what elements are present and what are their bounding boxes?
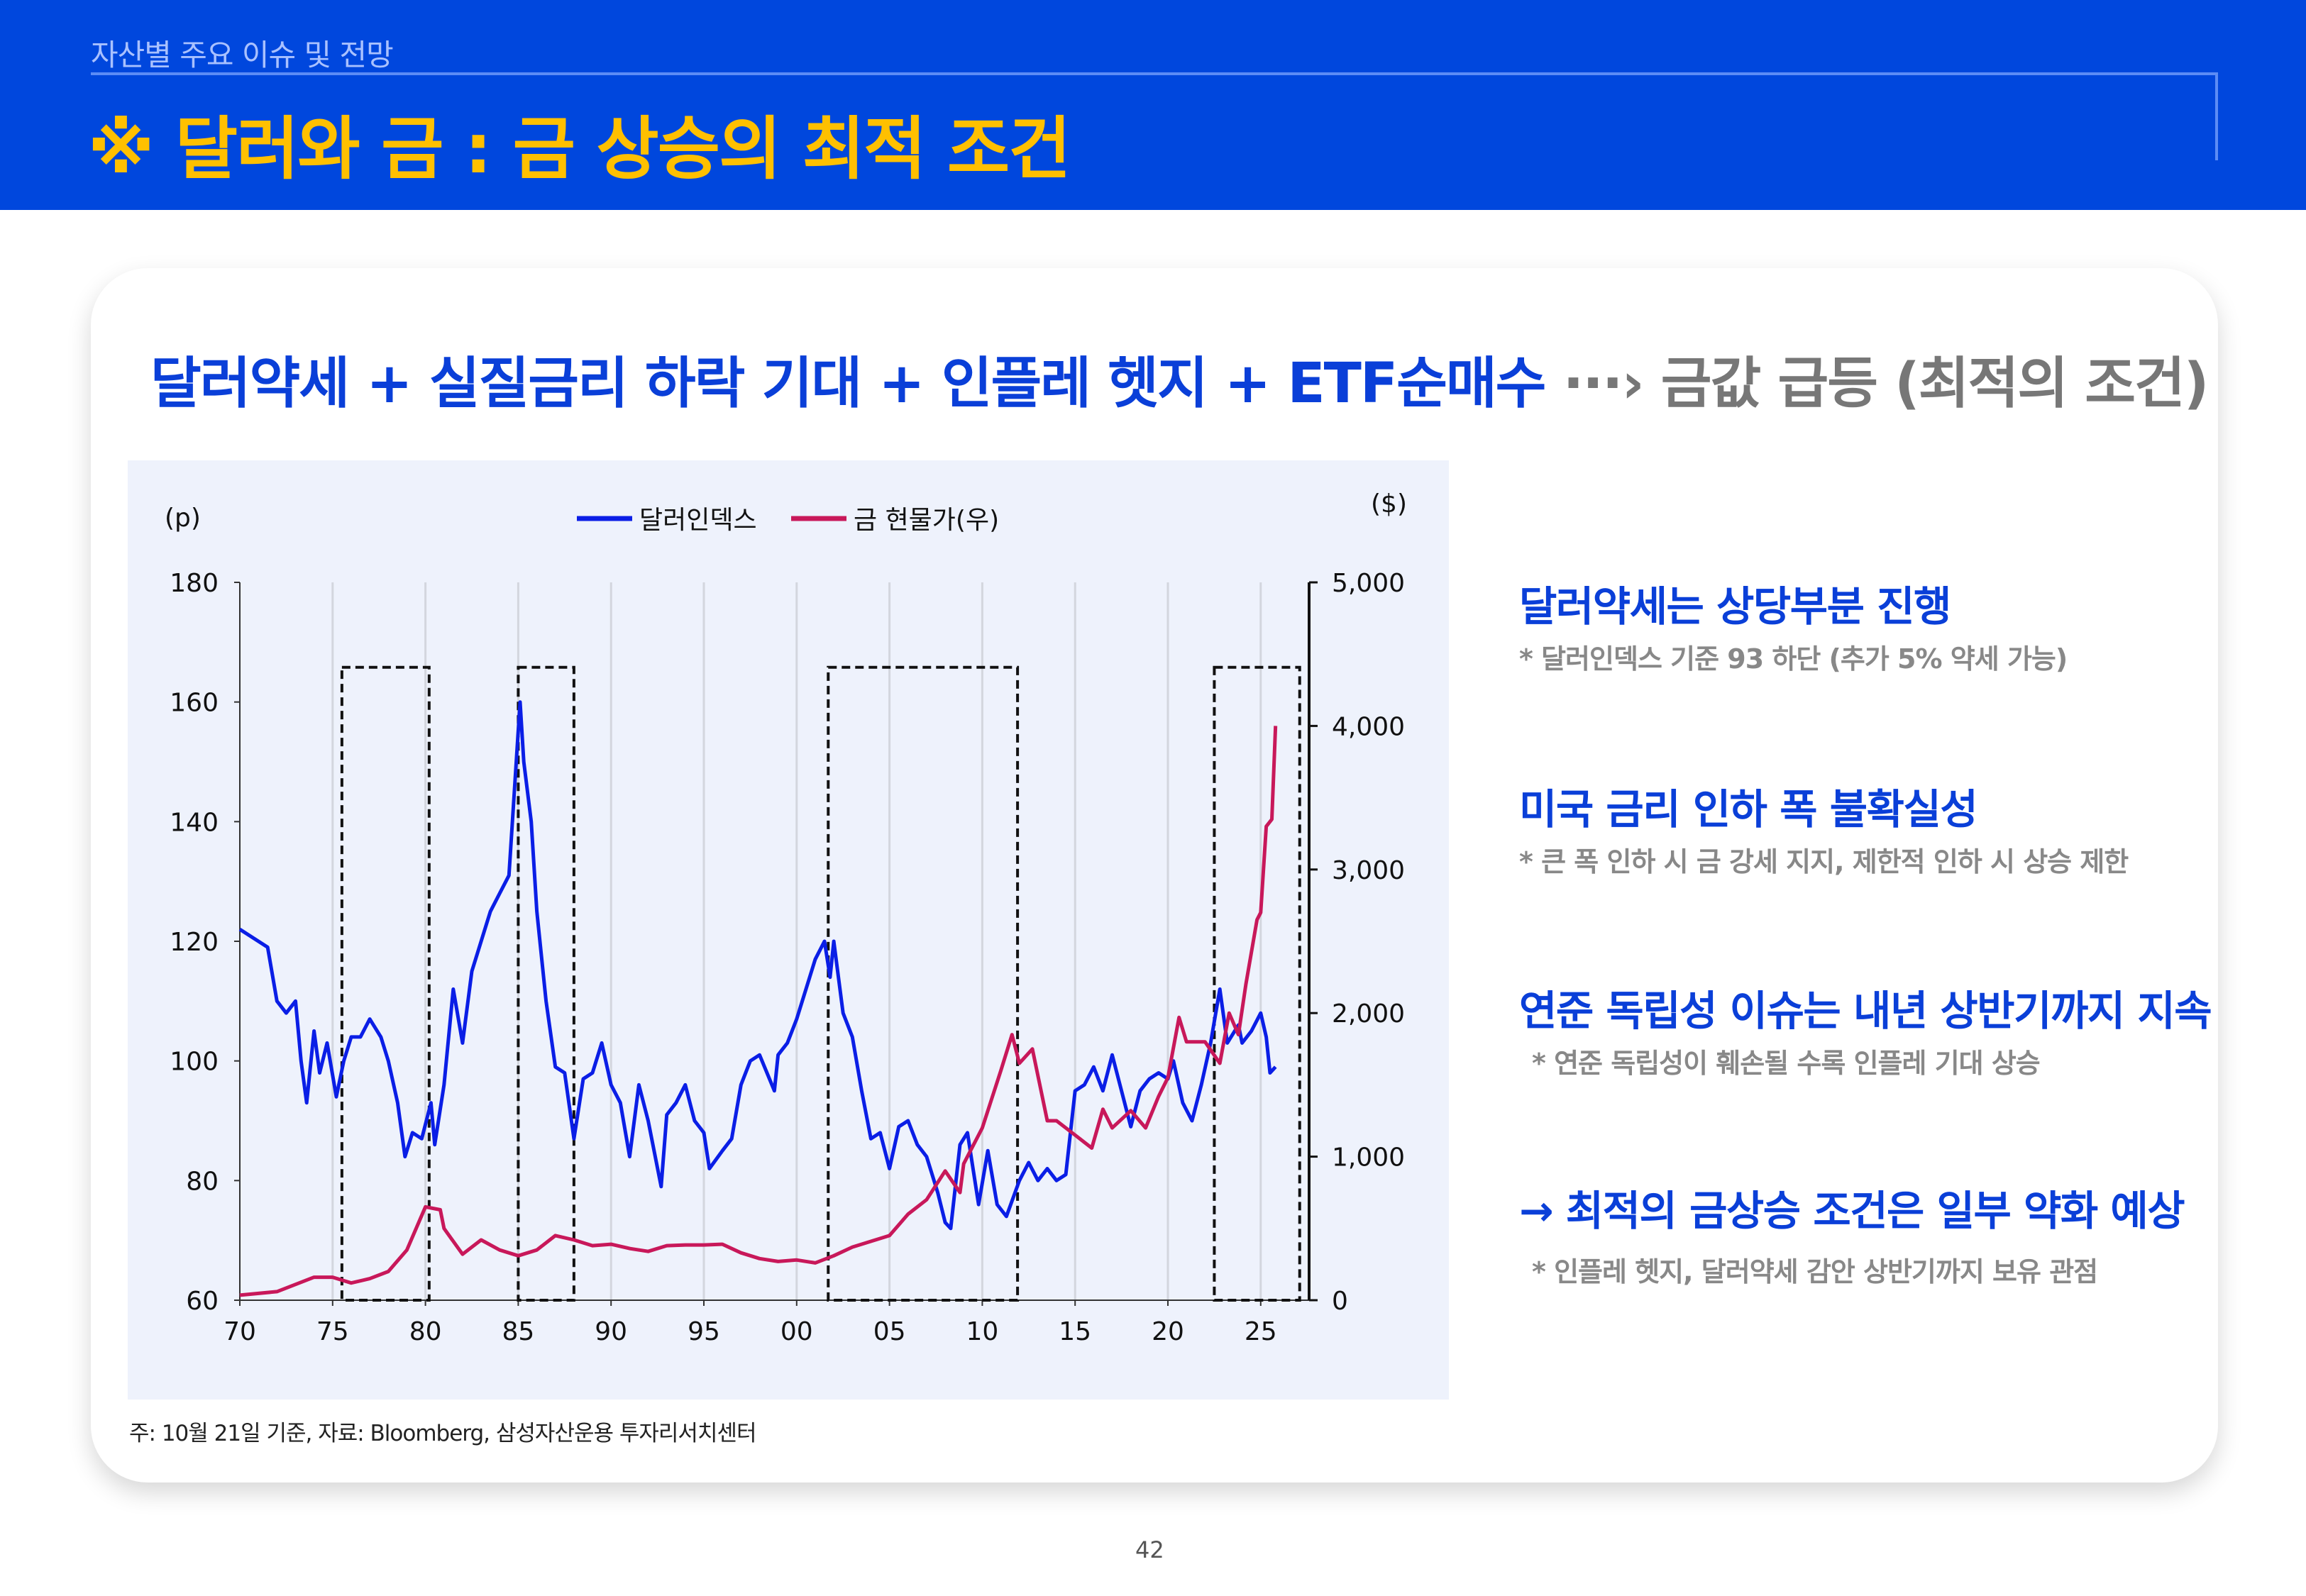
left-unit-label: (p) [165, 504, 201, 533]
point-2: 미국 금리 인하 폭 불확실성 * 큰 폭 인하 시 금 강세 지지, 제한적 … [1519, 776, 2129, 879]
left-tick-label: 100 [170, 1048, 219, 1077]
point-sub: * 달러인덱스 기준 93 하단 (추가 5% 약세 가능) [1519, 643, 2068, 675]
point-sub: * 인플레 헷지, 달러약세 감안 상반기까지 보유 관점 [1532, 1256, 2098, 1287]
x-tick-label: 05 [873, 1317, 906, 1346]
legend-label: 달러인덱스 [639, 506, 757, 535]
header-divider-vertical [2215, 72, 2218, 160]
left-tick-label: 120 [170, 928, 219, 957]
chart-panel: 60 80 100 120 140 160 180 0 1,000 2,000 3,000 4,000… [128, 460, 1449, 1400]
point-3: 연준 독립성 이슈는 내년 상반기까지 지속 * 연준 독립성이 훼손될 수록 … [1519, 977, 2212, 1080]
gold-price-line [239, 726, 1278, 1297]
x-tick-label: 10 [966, 1317, 998, 1346]
point-4: → 최적의 금상승 조건은 일부 약화 예상 * 인플레 헷지, 달러약세 감안… [1519, 1177, 2185, 1289]
page-title: ※ 달러와 금 : 금 상승의 최적 조건 [88, 109, 1071, 189]
x-tick-label: 80 [409, 1317, 442, 1346]
point-title: 미국 금리 인하 폭 불확실성 [1519, 785, 1978, 833]
x-tick-label: 20 [1152, 1317, 1184, 1346]
left-tick-label: 80 [186, 1167, 219, 1196]
legend-label: 금 현물가(우) [854, 506, 999, 535]
highlight-period-box [1213, 665, 1301, 1302]
left-tick-label: 60 [186, 1287, 219, 1316]
x-tick-label: 90 [595, 1317, 627, 1346]
right-tick-label: 5,000 [1332, 569, 1405, 598]
right-tick-label: 0 [1332, 1287, 1348, 1316]
footnote: 주: 10월 21일 기준, 자료: Bloomberg, 삼성자산운용 투자리… [129, 1421, 757, 1446]
arrow-icon: ···› [1562, 352, 1645, 416]
right-tick-label: 2,000 [1332, 999, 1405, 1029]
point-sub: * 연준 독립성이 훼손될 수록 인플레 기대 상승 [1532, 1048, 2041, 1079]
left-tick-label: 180 [170, 569, 219, 598]
left-tick-label: 160 [170, 689, 219, 718]
point-sub: * 큰 폭 인하 시 금 강세 지지, 제한적 인하 시 상승 제한 [1519, 846, 2129, 877]
left-tick-label: 140 [170, 808, 219, 837]
highlight-period-box [517, 665, 575, 1302]
point-1: 달러약세는 상당부분 진행 * 달러인덱스 기준 93 하단 (추가 5% 약세… [1519, 573, 2068, 676]
x-tick-label: 95 [688, 1317, 720, 1346]
header-bar: 자산별 주요 이슈 및 전망 ※ 달러와 금 : 금 상승의 최적 조건 [0, 0, 2306, 210]
x-tick-label: 85 [502, 1317, 534, 1346]
header-divider [91, 72, 2218, 75]
x-tick-label: 70 [224, 1317, 256, 1346]
chart: 60 80 100 120 140 160 180 0 1,000 2,000 3,000 4,000… [165, 489, 1407, 1346]
x-tick-label: 75 [316, 1317, 349, 1346]
right-unit-label: ($) [1371, 489, 1407, 519]
point-title: → 최적의 금상승 조건은 일부 약화 예상 [1519, 1187, 2185, 1235]
highlight-period-box [340, 665, 431, 1302]
headline: 달러약세 + 실질금리 하락 기대 + 인플레 헷지 + ETF순매수 ···›… [150, 339, 2210, 419]
dollar-index-line [238, 700, 1277, 1231]
x-tick-label: 00 [780, 1317, 813, 1346]
right-tick-label: 3,000 [1332, 856, 1405, 885]
highlight-period-box [827, 665, 1020, 1302]
point-title: 연준 독립성 이슈는 내년 상반기까지 지속 [1519, 987, 2212, 1035]
section-label: 자산별 주요 이슈 및 전망 [91, 38, 394, 72]
x-tick-label: 25 [1245, 1317, 1277, 1346]
point-title: 달러약세는 상당부분 진행 [1519, 582, 1951, 631]
x-tick-label: 15 [1059, 1317, 1091, 1346]
headline-conditions: 달러약세 + 실질금리 하락 기대 + 인플레 헷지 + ETF순매수 [150, 352, 1546, 416]
headline-result: 금값 급등 (최적의 조건) [1660, 352, 2210, 416]
right-tick-label: 4,000 [1332, 712, 1405, 741]
page-number: 42 [1135, 1536, 1164, 1563]
right-tick-label: 1,000 [1332, 1143, 1405, 1173]
